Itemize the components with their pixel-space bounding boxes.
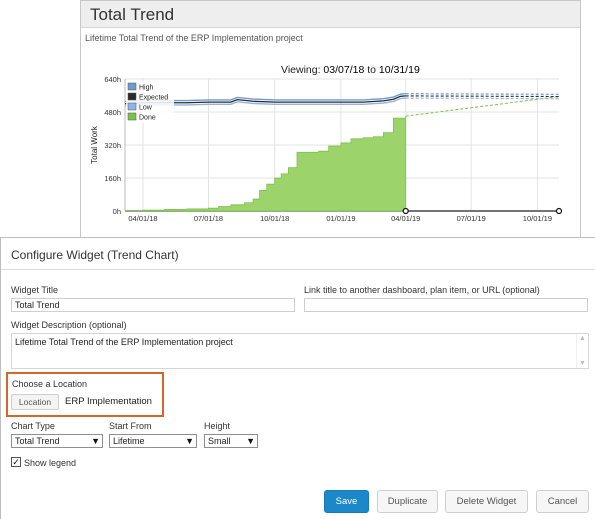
legend-swatch xyxy=(127,82,137,91)
duplicate-button[interactable]: Duplicate xyxy=(377,490,438,513)
chart-type-label: Chart Type xyxy=(11,421,55,431)
done-forecast-line xyxy=(405,96,560,117)
legend-item: Low xyxy=(139,105,153,112)
y-tick-label: 0h xyxy=(113,207,121,216)
chevron-down-icon: ▼ xyxy=(185,436,194,446)
widget-description-label: Widget Description (optional) xyxy=(11,320,127,330)
height-select[interactable]: Small ▼ xyxy=(204,434,258,448)
chevron-down-icon: ▼ xyxy=(91,436,100,446)
legend-item: High xyxy=(139,85,154,92)
modal-header: Configure Widget (Trend Chart) xyxy=(1,238,595,270)
save-button[interactable]: Save xyxy=(324,490,369,513)
legend-swatch xyxy=(127,102,137,111)
scroll-up-icon[interactable]: ▲ xyxy=(579,335,586,342)
low-forecast-line xyxy=(405,97,560,100)
modal-title: Configure Widget (Trend Chart) xyxy=(11,248,179,262)
viewing-to-word: to xyxy=(367,64,376,76)
low-line xyxy=(124,97,406,107)
legend-item: Done xyxy=(139,115,156,122)
delete-widget-button[interactable]: Delete Widget xyxy=(445,490,528,513)
high-forecast-line xyxy=(405,93,560,95)
done-area xyxy=(125,116,407,212)
end-marker[interactable] xyxy=(555,207,563,215)
widget-title-label: Widget Title xyxy=(11,285,59,295)
viewing-from-date[interactable]: 03/07/18 xyxy=(323,64,365,76)
widget-description-textarea[interactable]: Lifetime Total Trend of the ERP Implemen… xyxy=(11,333,589,369)
show-legend-checkbox[interactable]: ✓ xyxy=(11,457,21,467)
checkmark-icon: ✓ xyxy=(12,457,20,467)
widget-title-input[interactable]: Total Trend xyxy=(11,298,295,312)
widget-header: Total Trend xyxy=(81,1,580,28)
height-label: Height xyxy=(204,421,231,431)
viewing-range: Viewing: 03/07/18 to 10/31/19 xyxy=(281,64,420,76)
x-tick-label: 04/01/18 xyxy=(128,214,157,223)
viewing-to-date[interactable]: 10/31/19 xyxy=(378,64,420,76)
show-legend-label[interactable]: Show legend xyxy=(24,458,77,468)
cancel-button[interactable]: Cancel xyxy=(536,490,589,513)
start-from-select[interactable]: Lifetime ▼ xyxy=(109,434,197,448)
legend-swatch xyxy=(127,112,137,121)
scroll-down-icon[interactable]: ▼ xyxy=(579,360,586,367)
x-tick-label: 01/01/19 xyxy=(326,214,355,223)
link-title-input[interactable] xyxy=(304,298,588,312)
widget-description-value: Lifetime Total Trend of the ERP Implemen… xyxy=(15,337,233,347)
configure-widget-modal: Configure Widget (Trend Chart) Widget Ti… xyxy=(0,237,595,519)
location-value: ERP Implementation xyxy=(65,396,152,407)
expected-line xyxy=(124,95,406,105)
chart-type-value: Total Trend xyxy=(15,436,60,446)
start-from-label: Start From xyxy=(109,421,152,431)
high-line xyxy=(124,93,406,103)
trend-widget: Total Trend Lifetime Total Trend of the … xyxy=(80,0,581,240)
y-tick-label: 320h xyxy=(104,141,121,150)
link-title-label: Link title to another dashboard, plan it… xyxy=(304,285,540,295)
location-label: Choose a Location xyxy=(12,379,88,389)
viewing-label: Viewing: xyxy=(281,64,321,76)
location-button[interactable]: Location xyxy=(11,394,59,410)
legend-item: Expected xyxy=(139,95,168,102)
x-tick-label: 10/01/19 xyxy=(523,214,552,223)
start-from-value: Lifetime xyxy=(113,436,145,446)
y-axis-label: Total Work xyxy=(90,125,99,164)
x-tick-label: 04/01/19 xyxy=(391,214,420,223)
y-tick-label: 640h xyxy=(104,75,121,84)
chart-type-select[interactable]: Total Trend ▼ xyxy=(11,434,103,448)
trend-chart: 0h 160h 320h 480h 640h 04/01/18 07/01/18 10/01/… xyxy=(90,75,563,223)
expected-forecast-line xyxy=(405,95,560,98)
chevron-down-icon: ▼ xyxy=(246,436,255,446)
x-tick-label: 10/01/18 xyxy=(260,214,289,223)
legend-swatch xyxy=(127,92,137,101)
widget-title: Total Trend xyxy=(90,5,175,24)
x-tick-label: 07/01/19 xyxy=(457,214,486,223)
y-tick-label: 480h xyxy=(104,108,121,117)
textarea-scrollbar[interactable]: ▲ ▼ xyxy=(576,334,588,368)
x-tick-label: 07/01/18 xyxy=(194,214,223,223)
height-value: Small xyxy=(208,436,231,446)
location-highlight xyxy=(6,372,164,417)
today-marker[interactable] xyxy=(402,207,409,215)
y-tick-label: 160h xyxy=(104,174,121,183)
widget-description: Lifetime Total Trend of the ERP Implemen… xyxy=(85,33,303,43)
